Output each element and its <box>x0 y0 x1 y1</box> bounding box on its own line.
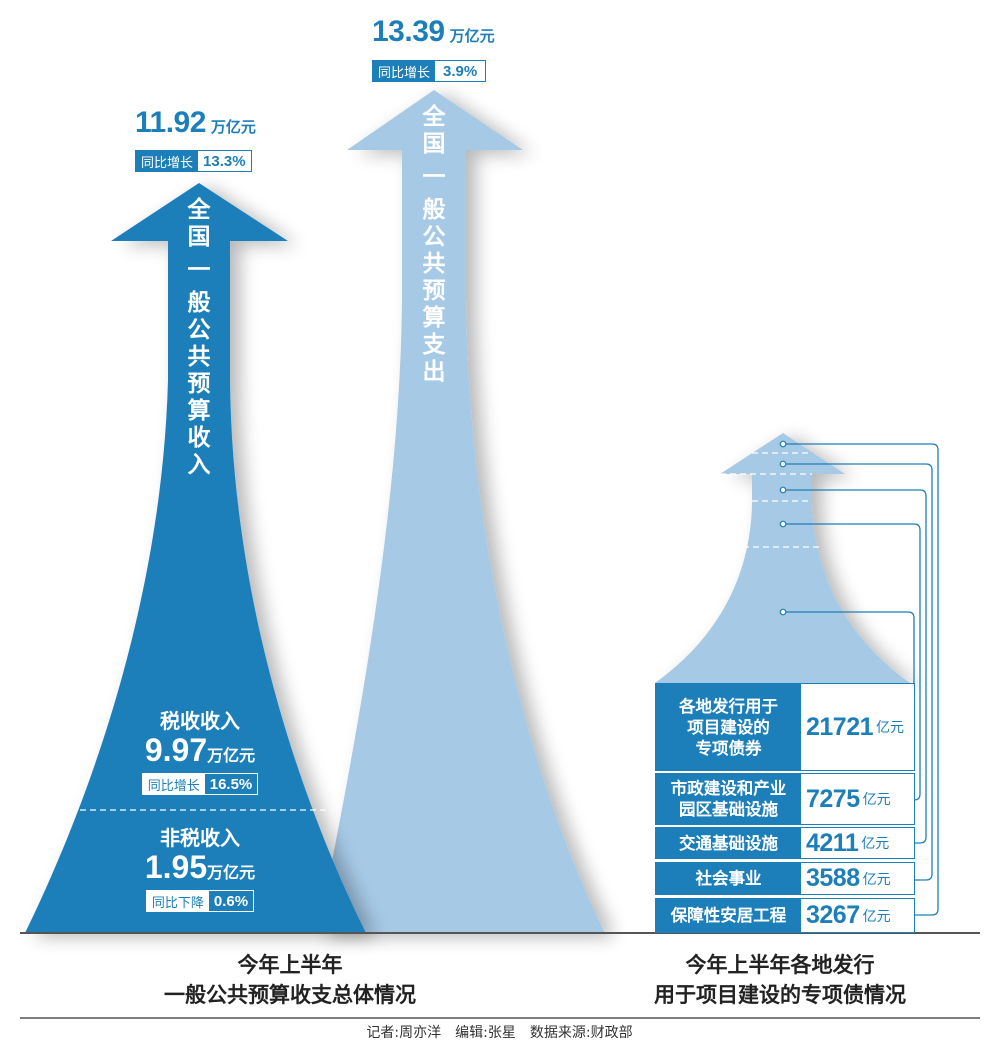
caption-line: 用于项目建设的专项债情况 <box>654 983 906 1007</box>
bond-row-label: 保障性安居工程 <box>656 899 801 932</box>
bond-arrow <box>655 433 910 683</box>
expense-arrow-label: 全 国 一 般 公 共 预 算 支 出 <box>420 104 448 386</box>
nontax-revenue-value: 1.95 <box>144 849 208 885</box>
char: 出 <box>422 359 446 385</box>
nontax-yoy-value: 0.6% <box>208 891 254 911</box>
bond-row-value: 21721 亿元 <box>801 684 914 770</box>
label-line: 社会事业 <box>695 869 762 888</box>
income-total: 11.92 万亿元 <box>135 106 256 140</box>
char: 算 <box>422 305 446 331</box>
income-arrow <box>25 183 366 933</box>
char: 收 <box>187 425 211 451</box>
char: 一 <box>422 164 446 190</box>
char: 入 <box>187 452 211 478</box>
label-line: 园区基础设施 <box>679 800 778 819</box>
char: 公 <box>422 224 446 250</box>
nontax-revenue-amount: 1.95万亿元 <box>110 849 290 886</box>
income-total-value: 11.92 <box>135 106 206 139</box>
nontax-yoy-label: 同比下降 <box>146 891 209 911</box>
char: 预 <box>187 371 211 397</box>
expense-arrow <box>318 90 605 933</box>
bond-row-municipal: 市政建设和产业 园区基础设施 7275 亿元 <box>655 773 915 825</box>
char: 全 <box>422 104 446 130</box>
bond-row-transport: 交通基础设施 4211 亿元 <box>655 827 915 859</box>
value-number: 3267 <box>806 901 860 929</box>
value-unit: 亿元 <box>862 871 891 888</box>
bond-row-value: 3588 亿元 <box>801 863 914 894</box>
label-line: 保障性安居工程 <box>670 906 787 925</box>
tax-yoy-value: 16.5% <box>204 774 258 794</box>
expense-total-unit: 万亿元 <box>449 28 495 45</box>
caption-line: 今年上半年各地发行 <box>685 953 875 977</box>
char: 共 <box>422 251 446 277</box>
char: 支 <box>422 332 446 358</box>
value-number: 4211 <box>806 828 859 857</box>
tax-revenue-title: 税收收入 <box>160 709 240 733</box>
expense-yoy-badge: 同比增长 3.9% <box>372 60 487 82</box>
value-unit: 亿元 <box>861 836 890 852</box>
char: 般 <box>422 197 446 223</box>
nontax-revenue-block: 非税收入 1.95万亿元 同比下降 0.6% <box>110 822 290 912</box>
income-yoy-label: 同比增长 <box>136 151 199 171</box>
char: 全 <box>187 197 211 223</box>
expense-yoy-value: 3.9% <box>435 61 486 81</box>
bond-row-social: 社会事业 3588 亿元 <box>655 862 915 895</box>
left-chart-caption: 今年上半年 一般公共预算收支总体情况 <box>120 950 460 1010</box>
caption-line: 今年上半年 <box>237 953 343 977</box>
label-line: 交通基础设施 <box>679 833 778 853</box>
expense-total: 13.39 万亿元 <box>372 15 495 49</box>
value-number: 3588 <box>806 864 860 892</box>
expense-yoy-label: 同比增长 <box>373 61 436 81</box>
label-line: 项目建设的 <box>687 717 770 737</box>
bond-row-housing: 保障性安居工程 3267 亿元 <box>655 898 915 933</box>
bond-row-value: 3267 亿元 <box>801 899 914 932</box>
label-line: 专项债券 <box>695 738 762 758</box>
char: 国 <box>422 131 446 157</box>
tax-yoy-badge: 同比增长 16.5% <box>141 773 259 795</box>
bond-row-label: 市政建设和产业 园区基础设施 <box>656 774 801 824</box>
char: 预 <box>422 278 446 304</box>
value-number: 7275 <box>806 784 860 813</box>
bond-row-total: 各地发行用于 项目建设的 专项债券 21721 亿元 <box>655 683 915 771</box>
bond-row-label: 交通基础设施 <box>656 828 801 858</box>
char: 国 <box>187 224 211 250</box>
char: 般 <box>187 290 211 316</box>
value-number: 21721 <box>806 712 874 741</box>
income-arrow-label: 全 国 一 般 公 共 预 算 收 入 <box>185 197 213 479</box>
tax-revenue-block: 税收收入 9.97万亿元 同比增长 16.5% <box>110 705 290 795</box>
value-unit: 亿元 <box>876 720 905 736</box>
value-unit: 亿元 <box>862 908 891 925</box>
bond-row-value: 4211 亿元 <box>801 828 914 858</box>
bond-row-label: 各地发行用于 项目建设的 专项债券 <box>656 684 801 770</box>
income-total-unit: 万亿元 <box>210 119 256 136</box>
nontax-revenue-title: 非税收入 <box>160 826 240 850</box>
label-line: 市政建设和产业 <box>670 779 787 798</box>
caption-line: 一般公共预算收支总体情况 <box>164 983 416 1007</box>
char: 共 <box>187 344 211 370</box>
nontax-yoy-badge: 同比下降 0.6% <box>145 890 255 912</box>
bond-row-value: 7275 亿元 <box>801 774 914 824</box>
nontax-revenue-unit: 万亿元 <box>207 865 256 882</box>
footer-credit: 记者:周亦洋 编辑:张星 数据来源:财政部 <box>366 1025 633 1041</box>
expense-total-value: 13.39 <box>372 15 445 48</box>
label-line: 各地发行用于 <box>679 696 778 716</box>
tax-revenue-amount: 9.97万亿元 <box>110 732 290 769</box>
right-chart-caption: 今年上半年各地发行 用于项目建设的专项债情况 <box>610 950 950 1010</box>
tax-revenue-value: 9.97 <box>144 732 208 768</box>
char: 公 <box>187 317 211 343</box>
income-yoy-value: 13.3% <box>198 151 251 171</box>
bond-row-label: 社会事业 <box>656 863 801 894</box>
value-unit: 亿元 <box>862 792 891 808</box>
tax-revenue-unit: 万亿元 <box>207 748 256 765</box>
tax-yoy-label: 同比增长 <box>142 774 205 794</box>
char: 算 <box>187 398 211 424</box>
income-yoy-badge: 同比增长 13.3% <box>135 150 252 172</box>
char: 一 <box>187 257 211 283</box>
